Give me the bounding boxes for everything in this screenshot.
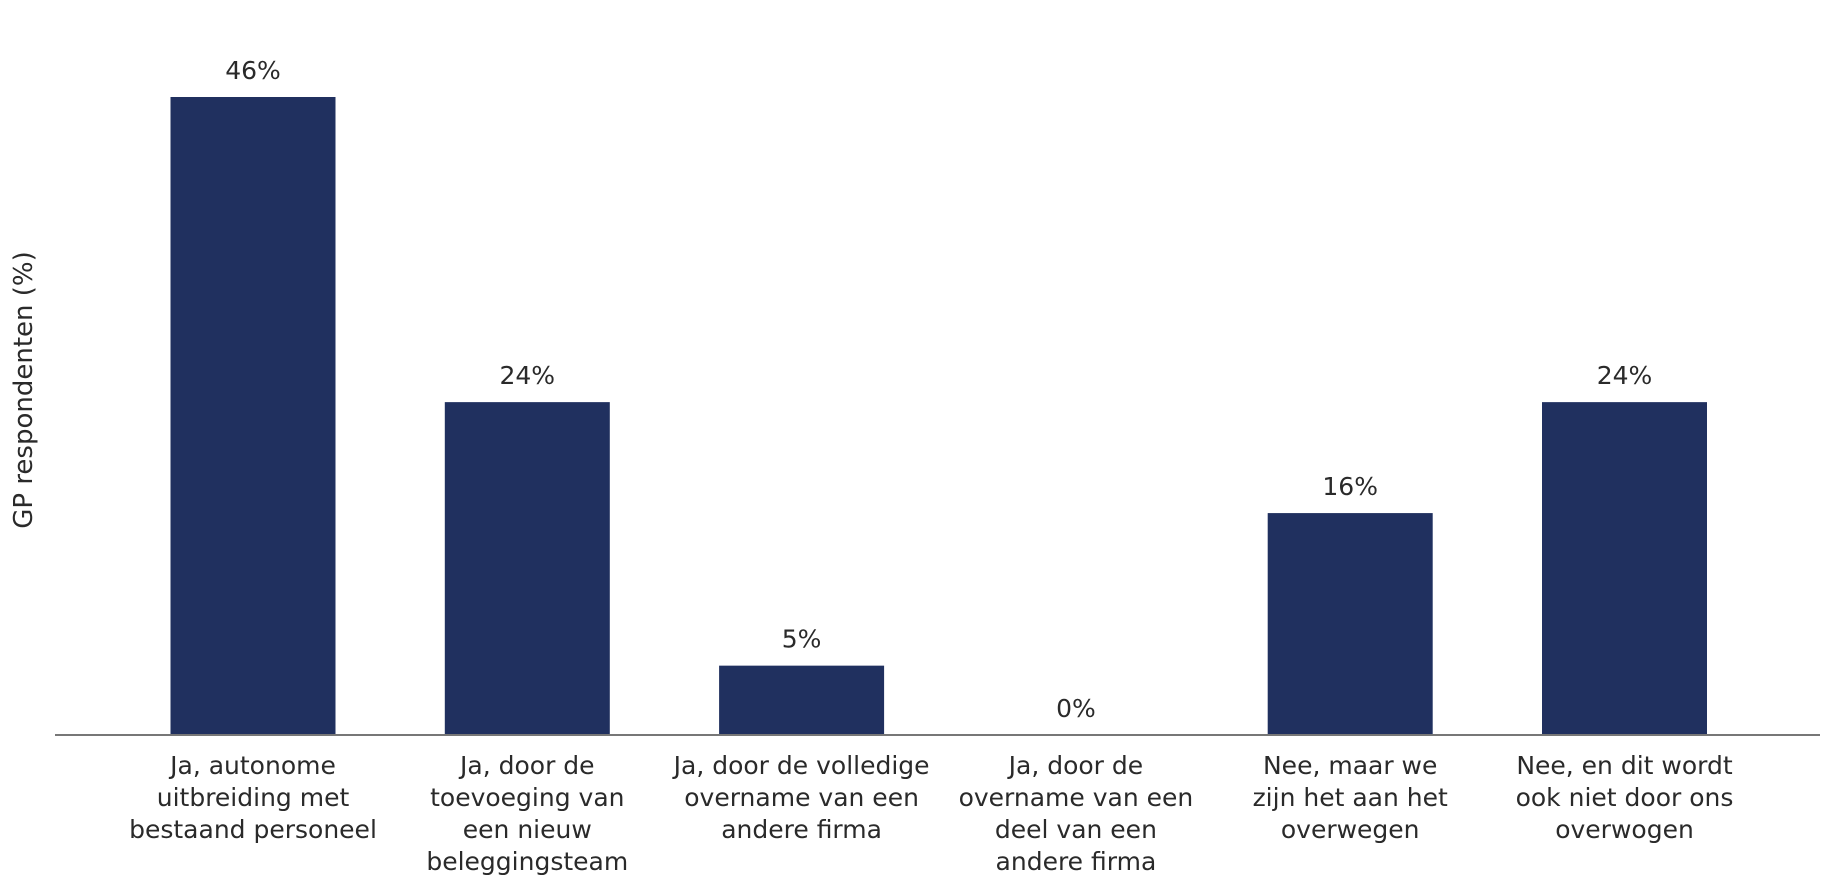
category-label-line: Nee, maar we xyxy=(1263,751,1437,780)
category-label-6: Nee, en dit wordt ook niet door ons overwo… xyxy=(1516,751,1734,844)
category-label-line: deel van een xyxy=(995,815,1157,844)
bars-group xyxy=(170,97,1707,735)
category-label-line: zijn het aan het xyxy=(1253,783,1448,812)
value-label-3: 5% xyxy=(782,625,822,654)
category-label-line: overname van een xyxy=(684,783,919,812)
category-label-line: Ja, door de xyxy=(1007,751,1144,780)
value-label-1: 46% xyxy=(225,56,281,85)
category-labels-group: Ja, autonome uitbreiding met bestaand pers… xyxy=(129,751,1733,876)
value-label-2: 24% xyxy=(500,361,556,390)
category-label-line: Ja, door de volledige xyxy=(672,751,930,780)
category-label-1: Ja, autonome uitbreiding met bestaand pers… xyxy=(129,751,377,844)
category-label-5: Nee, maar we zijn het aan het overwegen xyxy=(1253,751,1448,844)
value-label-5: 16% xyxy=(1322,472,1378,501)
value-labels-group: 46% 24% 5% 0% 16% 24% xyxy=(225,56,1652,723)
bar-2 xyxy=(444,402,610,735)
category-label-line: overname van een xyxy=(959,783,1194,812)
bar-6 xyxy=(1542,402,1707,735)
value-label-6: 24% xyxy=(1597,361,1653,390)
bar-5 xyxy=(1267,513,1433,735)
bar-1 xyxy=(170,97,336,735)
category-label-line: een nieuw xyxy=(463,815,592,844)
category-label-line: beleggingsteam xyxy=(426,847,628,876)
category-label-2: Ja, door de toevoeging van een nieuw belegg… xyxy=(426,751,628,876)
category-label-line: Ja, autonome xyxy=(168,751,336,780)
category-label-line: overwogen xyxy=(1555,815,1694,844)
category-label-line: andere firma xyxy=(996,847,1157,876)
category-label-3: Ja, door de volledige overname van een and… xyxy=(672,751,930,844)
value-label-4: 0% xyxy=(1056,694,1096,723)
category-label-line: Nee, en dit wordt xyxy=(1516,751,1733,780)
category-label-line: ook niet door ons xyxy=(1516,783,1734,812)
category-label-line: uitbreiding met xyxy=(157,783,350,812)
category-label-line: andere firma xyxy=(721,815,882,844)
category-label-line: Ja, door de xyxy=(458,751,595,780)
bar-3 xyxy=(719,665,885,735)
category-label-4: Ja, door de overname van een deel van een a… xyxy=(959,751,1194,876)
category-label-line: toevoeging van xyxy=(430,783,624,812)
category-label-line: bestaand personeel xyxy=(129,815,377,844)
category-label-line: overwegen xyxy=(1281,815,1420,844)
